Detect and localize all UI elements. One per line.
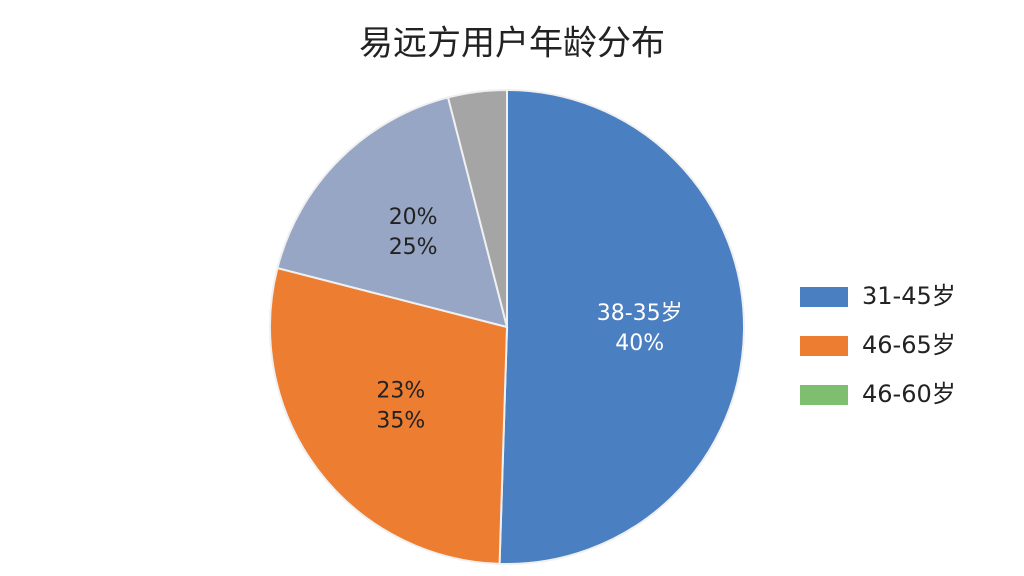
slice-label: 38-35岁 xyxy=(597,301,683,326)
pie-slice xyxy=(276,96,509,329)
slice-label: 35% xyxy=(376,409,425,434)
pie-slice xyxy=(498,88,745,565)
slice-label: 23% xyxy=(376,379,425,404)
legend-label: 46-65岁 xyxy=(862,331,956,359)
chart-title: 易远方用户年龄分布 xyxy=(359,24,665,64)
legend-label: 46-60岁 xyxy=(862,380,956,408)
slice-label: 20% xyxy=(389,205,438,230)
legend-label: 31-45岁 xyxy=(862,282,956,310)
slice-label: 40% xyxy=(615,331,664,356)
legend-swatch xyxy=(800,385,848,405)
pie-slice xyxy=(269,266,509,565)
legend-swatch xyxy=(800,336,848,356)
pie-slice xyxy=(446,88,508,328)
legend-swatch xyxy=(800,287,848,307)
slice-label: 25% xyxy=(389,235,438,260)
